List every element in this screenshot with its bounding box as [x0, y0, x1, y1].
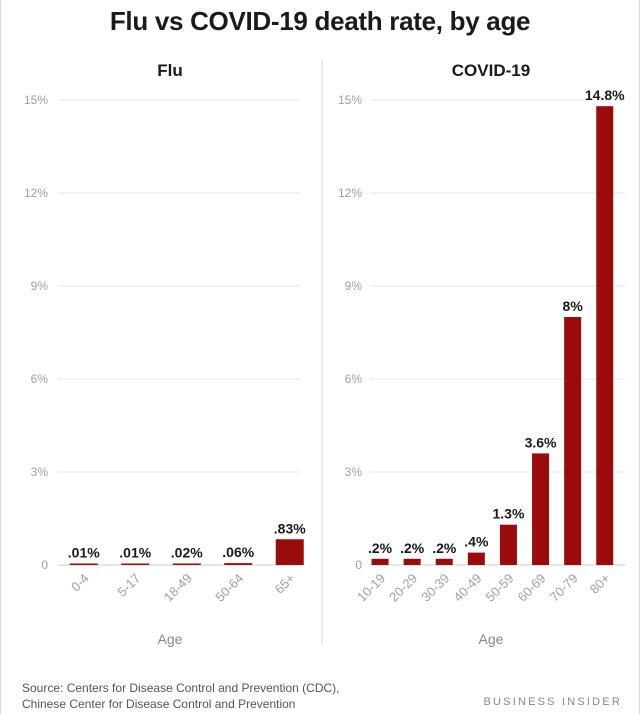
covid-ytick-label: 15% — [338, 93, 362, 107]
covid-data-label: .2% — [400, 540, 425, 556]
covid-x-axis-label: Age — [479, 631, 504, 647]
covid-category-label: 20-29 — [386, 571, 420, 605]
flu-category-label: 18-49 — [161, 571, 195, 605]
covid-category-label: 30-39 — [418, 571, 452, 605]
flu-ytick-label: 3% — [31, 465, 49, 479]
flu-x-axis-label: Age — [158, 631, 183, 647]
covid-category-label: 70-79 — [547, 571, 581, 605]
covid-bar — [371, 558, 389, 565]
covid-category-label: 50-59 — [482, 571, 516, 605]
flu-data-label: .01% — [119, 545, 151, 561]
flu-ytick-label: 12% — [24, 186, 48, 200]
flu-bar — [172, 563, 201, 565]
brand-logo: BUSINESS INSIDER — [483, 696, 622, 708]
flu-bar — [121, 563, 150, 565]
flu-category-label: 5-17 — [114, 571, 143, 600]
flu-bar — [69, 563, 98, 565]
flu-ytick-label: 6% — [31, 372, 49, 386]
source-line-2: Chinese Center for Disease Control and P… — [22, 697, 296, 711]
covid-category-label: 60-69 — [515, 571, 549, 605]
flu-data-label: .83% — [274, 520, 306, 536]
covid-panel-title: COVID-19 — [452, 61, 530, 80]
covid-data-label: 1.3% — [492, 506, 524, 522]
flu-ytick-label: 15% — [24, 93, 48, 107]
covid-bar — [596, 106, 614, 565]
covid-data-label: 14.8% — [585, 87, 625, 103]
flu-panel-title: Flu — [157, 61, 183, 80]
flu-data-label: .06% — [222, 544, 254, 560]
source-label: Source: — [22, 681, 64, 695]
flu-data-label: .01% — [68, 545, 100, 561]
chart-title: Flu vs COVID-19 death rate, by age — [109, 6, 531, 36]
covid-bar — [403, 558, 421, 565]
covid-category-label: 80+ — [587, 571, 613, 597]
flu-ytick-label: 9% — [31, 279, 49, 293]
flu-category-label: 50-64 — [212, 571, 246, 605]
covid-ytick-label: 6% — [345, 372, 363, 386]
covid-ytick-label: 3% — [345, 465, 363, 479]
covid-data-label: .2% — [432, 540, 457, 556]
source-line-1: Centers for Disease Control and Preventi… — [66, 681, 340, 695]
covid-data-label: .4% — [464, 534, 489, 550]
covid-bar — [499, 524, 517, 565]
covid-ytick-label: 0 — [355, 558, 362, 572]
covid-bar — [435, 558, 453, 565]
covid-ytick-label: 12% — [338, 186, 362, 200]
covid-ytick-label: 9% — [345, 279, 363, 293]
covid-bar — [532, 453, 550, 565]
covid-data-label: 8% — [563, 298, 584, 314]
covid-data-label: .2% — [368, 540, 393, 556]
covid-category-label: 10-19 — [354, 571, 388, 605]
flu-bar — [224, 563, 253, 565]
covid-bar — [564, 317, 582, 565]
flu-bar — [275, 539, 304, 565]
covid-category-label: 40-49 — [450, 571, 484, 605]
covid-bar — [467, 552, 485, 565]
flu-data-label: .02% — [171, 545, 203, 561]
flu-panel: Flu 0 3% 6% 9% 12% 15% .01% 0-4 .01% 5-17 .02% 18-49… — [24, 61, 306, 647]
flu-category-label: 0-4 — [68, 571, 92, 595]
covid-panel: COVID-19 0 3% 6% 9% 12% 15% .2% 10-19 .2% 20-29 .2%… — [338, 61, 625, 647]
flu-category-label: 65+ — [272, 571, 298, 597]
covid-data-label: 3.6% — [525, 434, 557, 450]
flu-ytick-label: 0 — [41, 558, 48, 572]
source-note: Source: Centers for Disease Control and … — [22, 680, 339, 712]
